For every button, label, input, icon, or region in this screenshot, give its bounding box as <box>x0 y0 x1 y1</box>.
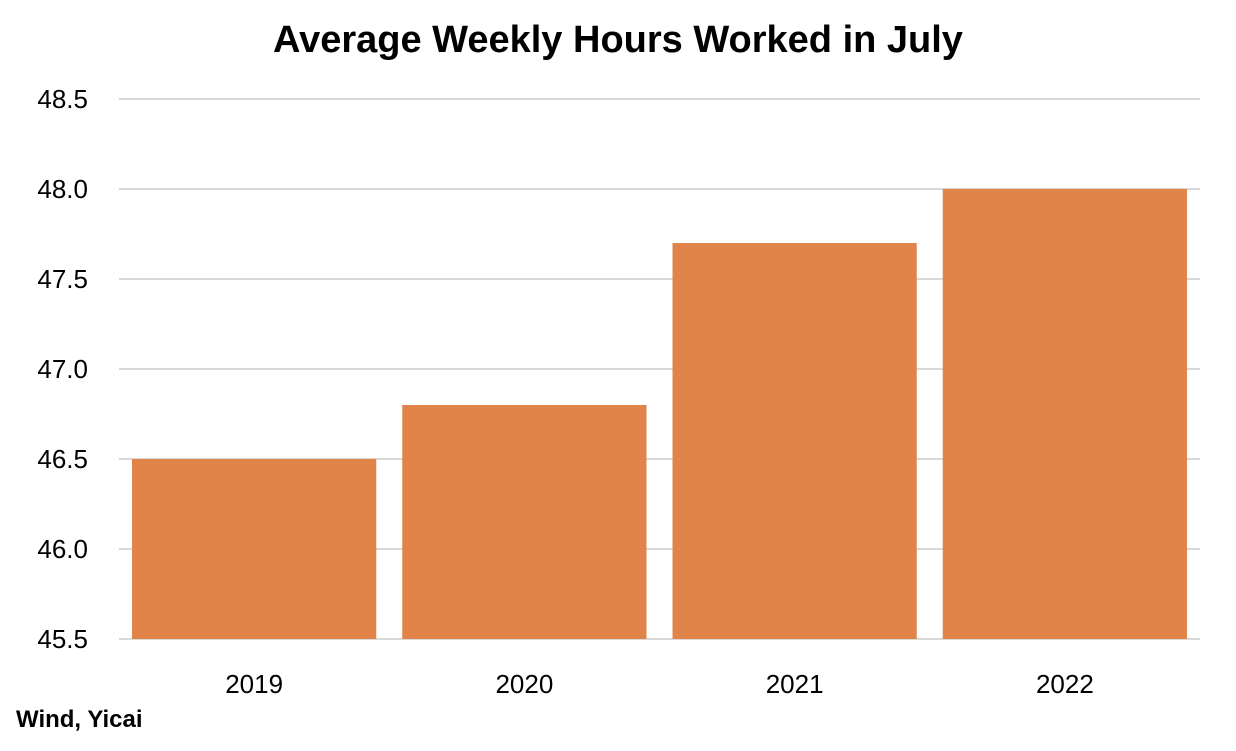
y-tick-label: 46.5 <box>37 444 88 474</box>
x-category-label: 2021 <box>766 669 824 699</box>
bar-2021 <box>672 243 917 639</box>
y-tick-label: 46.0 <box>37 534 88 564</box>
bar-2022 <box>942 189 1187 639</box>
x-category-label: 2020 <box>495 669 553 699</box>
x-category-label: 2022 <box>1036 669 1094 699</box>
y-tick-label: 45.5 <box>37 624 88 654</box>
y-tick-label: 48.0 <box>37 174 88 204</box>
x-category-label: 2019 <box>225 669 283 699</box>
y-tick-label: 47.5 <box>37 264 88 294</box>
bar-2019 <box>132 459 377 639</box>
y-axis-tick-labels: 45.5 46.0 46.5 47.0 47.5 48.0 48.5 <box>37 84 88 654</box>
chart-title: Average Weekly Hours Worked in July <box>273 19 963 61</box>
x-axis-category-labels: 2019 2020 2021 2022 <box>225 669 1094 699</box>
source-note: Wind, Yicai <box>16 706 142 733</box>
bars <box>132 189 1187 639</box>
y-tick-label: 48.5 <box>37 84 88 114</box>
bar-2020 <box>402 405 647 639</box>
y-tick-label: 47.0 <box>37 354 88 384</box>
